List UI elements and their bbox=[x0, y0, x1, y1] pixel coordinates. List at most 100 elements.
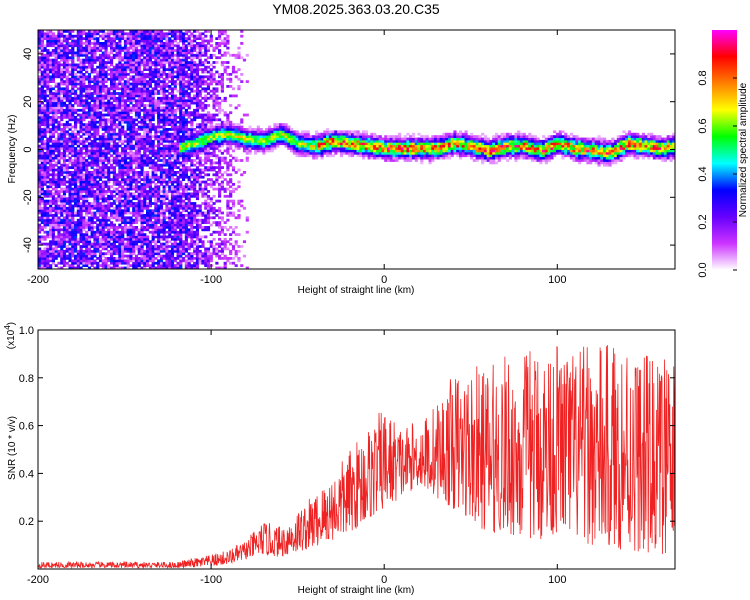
spectrogram-cell bbox=[87, 261, 92, 265]
spectrogram-cell bbox=[179, 99, 183, 103]
spectrogram-cell bbox=[74, 147, 78, 150]
spectrogram-cell bbox=[65, 130, 69, 134]
spectrogram-cell bbox=[187, 202, 191, 205]
spectrogram-cell bbox=[82, 108, 86, 112]
spectrogram-cell bbox=[115, 264, 119, 267]
spectrogram-cell bbox=[123, 92, 128, 95]
spectrogram-cell bbox=[157, 266, 161, 269]
spectrogram-cell bbox=[49, 137, 53, 141]
spectrogram-cell bbox=[107, 87, 111, 91]
spectrogram-cell bbox=[140, 104, 144, 107]
spectrogram-cell bbox=[115, 245, 119, 248]
spectrogram-cell bbox=[140, 178, 144, 181]
spectrogram-cell bbox=[148, 264, 152, 267]
spectrogram-cell bbox=[193, 65, 197, 69]
spectrogram-cell bbox=[54, 85, 58, 88]
spectrogram-cell bbox=[71, 178, 75, 181]
spectrogram-cell bbox=[90, 171, 94, 174]
spectrogram-cell bbox=[101, 46, 105, 50]
spectrogram-cell bbox=[168, 211, 172, 215]
spectrogram-cell bbox=[170, 139, 175, 143]
spectrogram-cell bbox=[110, 249, 114, 253]
spectrogram-cell bbox=[57, 245, 61, 248]
spectrogram-cell bbox=[184, 204, 188, 208]
spectrogram-cell bbox=[195, 211, 200, 215]
spectrogram-cell bbox=[184, 149, 188, 153]
spectrogram-cell bbox=[182, 118, 186, 122]
spectrogram-cell bbox=[65, 180, 69, 184]
spectrogram-cell bbox=[134, 130, 139, 134]
spectrogram-cell bbox=[62, 70, 67, 74]
spectrogram-cell bbox=[151, 261, 155, 265]
spectrogram-cell bbox=[96, 132, 100, 136]
spectrogram-cell bbox=[193, 34, 197, 38]
spectrogram-cell bbox=[143, 259, 147, 263]
spectrogram-cell bbox=[134, 30, 139, 33]
spectrogram-cell bbox=[146, 185, 150, 189]
spectrogram-cell bbox=[90, 175, 94, 179]
spectrogram-cell bbox=[182, 80, 186, 83]
spectrogram-cell bbox=[104, 39, 108, 43]
spectrogram-cell bbox=[90, 249, 94, 253]
spectrogram-cell bbox=[118, 77, 122, 81]
spectrogram-cell bbox=[57, 149, 61, 153]
spectrogram-cell bbox=[49, 144, 53, 148]
spectrogram-cell bbox=[87, 75, 92, 79]
spectrogram-cell bbox=[176, 266, 180, 269]
spectrogram-cell bbox=[93, 171, 97, 174]
spectrogram-cell bbox=[38, 96, 42, 100]
spectrogram-cell bbox=[115, 226, 119, 229]
spectrogram-cell bbox=[101, 61, 105, 64]
spectrogram-cell bbox=[184, 85, 188, 88]
spectrogram-cell bbox=[110, 94, 114, 98]
spectrogram-cell bbox=[112, 89, 116, 93]
spectrogram-cell bbox=[143, 139, 147, 143]
spectrogram-cell bbox=[54, 116, 58, 119]
spectrogram-cell bbox=[126, 39, 130, 43]
spectrogram-cell bbox=[176, 56, 180, 60]
spectrogram-cell bbox=[68, 209, 72, 213]
spectrogram-cell bbox=[179, 154, 183, 158]
spectrogram-cell bbox=[146, 96, 150, 100]
spectrogram-cell bbox=[101, 132, 105, 136]
spectrogram-cell bbox=[104, 154, 108, 158]
spectrogram-cell bbox=[140, 235, 144, 239]
spectrogram-cell bbox=[65, 171, 69, 174]
spectrogram-cell bbox=[98, 42, 103, 45]
spectrogram-cell bbox=[79, 228, 83, 232]
spectrogram-cell bbox=[148, 156, 152, 160]
spectrogram-cell bbox=[96, 44, 100, 48]
spectrogram-cell bbox=[40, 252, 44, 256]
spectrogram-cell bbox=[132, 242, 136, 246]
spectrogram-cell bbox=[96, 58, 100, 62]
spectrogram-cell bbox=[85, 261, 89, 265]
spectrogram-cell bbox=[198, 261, 202, 265]
spectrogram-cell bbox=[154, 144, 158, 148]
spectrogram-cell bbox=[168, 63, 172, 67]
spectrogram-cell bbox=[110, 147, 114, 150]
spectrogram-cell bbox=[110, 101, 114, 105]
spectrogram-cell bbox=[176, 206, 180, 210]
spectrogram-cell bbox=[90, 192, 94, 196]
spectrogram-cell bbox=[146, 75, 150, 79]
spectrogram-cell bbox=[43, 80, 47, 83]
spectrogram-cell bbox=[46, 30, 50, 33]
spectrogram-cell bbox=[60, 96, 64, 100]
spectrogram-cell bbox=[57, 233, 61, 236]
spectrogram-cell bbox=[126, 211, 130, 215]
spectrogram-cell bbox=[104, 214, 108, 217]
spectrogram-cell bbox=[82, 89, 86, 93]
spectrogram-cell bbox=[151, 128, 155, 131]
spectrogram-cell bbox=[154, 65, 158, 69]
spectrogram-cell bbox=[60, 44, 64, 48]
spectrogram-cell bbox=[90, 53, 94, 57]
spectrogram-cell bbox=[57, 137, 61, 141]
spectrogram-cell bbox=[159, 75, 164, 79]
spectrogram-cell bbox=[137, 113, 141, 117]
spectrogram-cell bbox=[38, 39, 42, 43]
spectrogram-cell bbox=[43, 108, 47, 112]
spectrogram-cell bbox=[57, 132, 61, 136]
spectrogram-cell bbox=[123, 197, 128, 201]
spectrogram-cell bbox=[60, 108, 64, 112]
spectrogram-cell bbox=[76, 187, 80, 191]
